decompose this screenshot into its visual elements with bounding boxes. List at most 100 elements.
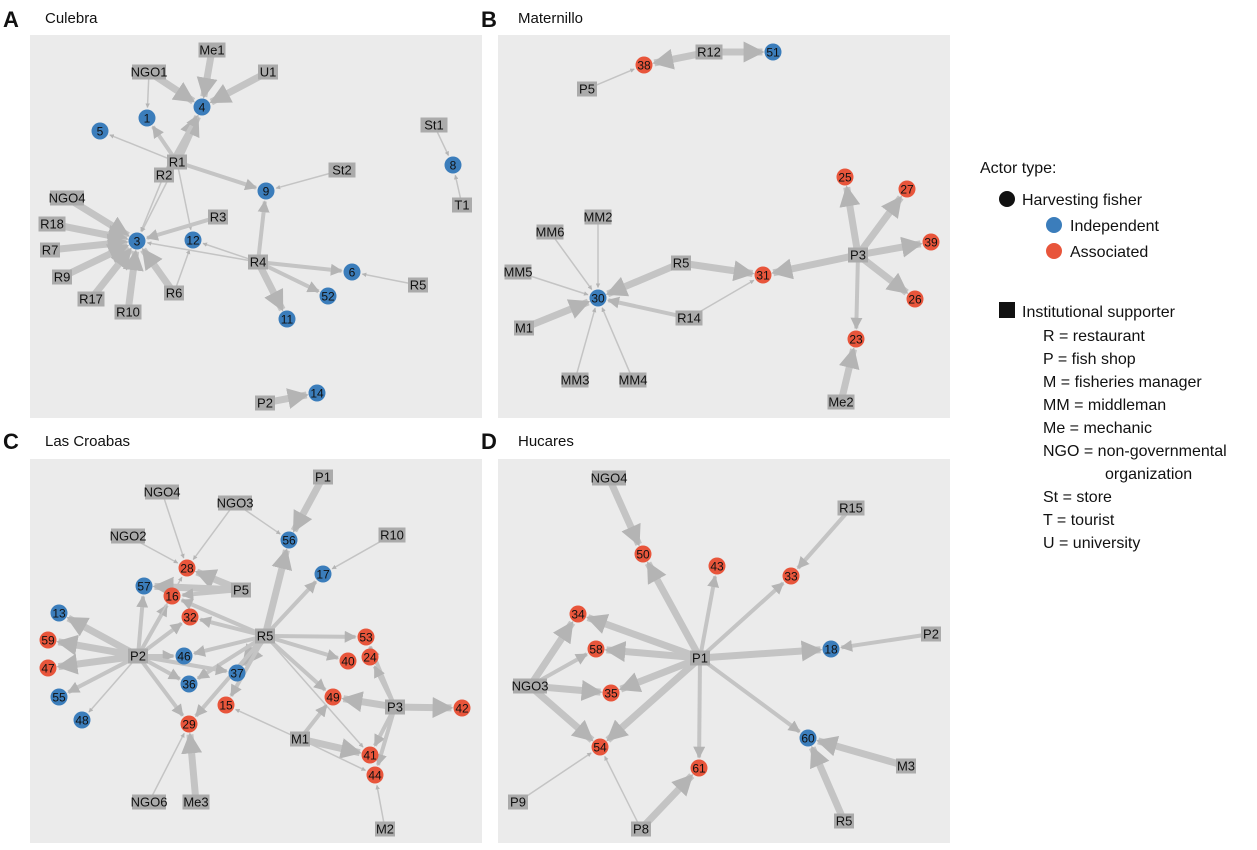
edge-R1-to-1 [151, 125, 176, 159]
edge-Me3-to-29 [181, 732, 203, 797]
edge-MM4-to-30 [601, 307, 632, 375]
legend-code-ngo: NGO = non-governmental [1043, 443, 1227, 460]
node-label: MM3 [561, 373, 590, 388]
node-R12: R12 [695, 44, 723, 60]
independent-fisher-marker [175, 647, 193, 665]
edge-P5-to-28 [194, 568, 237, 591]
supporter-box [592, 470, 626, 486]
supporter-box [837, 500, 865, 516]
edge-P5-to-57 [152, 576, 236, 598]
associated-fisher-marker [569, 605, 587, 623]
independent-fisher-marker [135, 577, 153, 595]
edge-P1-to-33 [703, 581, 785, 656]
legend-code-mechanic: Me = mechanic [1043, 420, 1152, 437]
edge-R5-to-16 [180, 598, 261, 636]
node-R4: R4 [248, 254, 268, 270]
node-St1: St1 [420, 117, 448, 133]
node-47: 47 [39, 659, 57, 677]
node-label: R2 [156, 168, 173, 183]
legend-fisher-label: Harvesting fisher [1022, 192, 1143, 209]
edge-M3-to-60 [816, 735, 902, 768]
node-label: 60 [801, 732, 815, 746]
legend-code-university: U = university [1043, 535, 1140, 552]
node-label: 23 [849, 333, 863, 347]
node-label: 13 [52, 607, 66, 621]
node-label: NGO4 [49, 191, 86, 206]
node-label: R10 [116, 305, 140, 320]
supporter-box [385, 699, 405, 715]
node-label: P5 [579, 82, 595, 97]
node-label: 32 [183, 611, 197, 625]
supporter-box [132, 794, 166, 810]
associated-fisher-marker [591, 738, 609, 756]
node-NGO6: NGO6 [131, 794, 167, 810]
node-label: 18 [824, 643, 838, 657]
node-18: 18 [822, 640, 840, 658]
edge-St2-to-9 [275, 170, 337, 190]
node-P5: P5 [577, 81, 597, 97]
legend-fisher-marker [999, 191, 1015, 207]
edge-P3-to-23 [850, 260, 863, 330]
node-label: 8 [450, 159, 457, 173]
node-label: 58 [589, 643, 603, 657]
node-32: 32 [181, 608, 199, 626]
supporter-box [675, 310, 703, 326]
edge-R5-to-60 [808, 745, 845, 817]
node-Me1: Me1 [198, 42, 226, 58]
edge-R10-to-17 [331, 537, 388, 570]
node-24: 24 [361, 648, 379, 666]
independent-fisher-marker [128, 232, 146, 250]
node-label: R5 [673, 256, 690, 271]
node-St2: St2 [328, 162, 356, 178]
node-label: U1 [260, 65, 277, 80]
node-52: 52 [319, 287, 337, 305]
supporter-box [690, 650, 710, 666]
independent-fisher-marker [308, 384, 326, 402]
edge-R5-to-30 [605, 262, 677, 298]
node-56: 56 [280, 531, 298, 549]
node-label: 59 [41, 634, 55, 648]
edge-R5-to-40 [270, 635, 340, 661]
supporter-box [218, 495, 252, 511]
node-label: R4 [250, 255, 267, 270]
independent-fisher-marker [444, 156, 462, 174]
panel-c-letter: C [3, 429, 19, 454]
edge-P3-to-27 [858, 195, 904, 253]
node-label: P9 [510, 795, 526, 810]
independent-fisher-marker [138, 109, 156, 127]
node-label: 49 [326, 691, 340, 705]
node-3: 3 [128, 232, 146, 250]
node-50: 50 [634, 545, 652, 563]
node-label: M1 [291, 732, 309, 747]
node-label: 46 [177, 650, 191, 664]
node-Me2: Me2 [827, 394, 855, 410]
supporter-box [514, 320, 534, 336]
associated-fisher-marker [708, 557, 726, 575]
node-label: M1 [515, 321, 533, 336]
supporter-box [631, 821, 651, 837]
node-27: 27 [898, 180, 916, 198]
associated-fisher-marker [181, 608, 199, 626]
panel-b-nodes: 38 R12 51 P5 25 27 MM2 MM6 P3 39 R5 31 MM5 30 26 R14 M1 2… [504, 43, 940, 410]
edge-R4-to-11 [257, 265, 286, 312]
node-label: 11 [281, 313, 294, 327]
node-label: P3 [387, 700, 403, 715]
node-label: 53 [359, 631, 373, 645]
node-label: 26 [908, 293, 922, 307]
edge-M2-to-44 [375, 784, 385, 824]
node-R7: R7 [40, 242, 60, 258]
supporter-box [40, 242, 60, 258]
node-label: St2 [332, 163, 352, 178]
node-R9: R9 [52, 269, 72, 285]
node-label: R5 [257, 629, 274, 644]
edge-P1-to-56 [290, 480, 324, 533]
node-P1: P1 [313, 469, 333, 485]
independent-fisher-marker [343, 263, 361, 281]
independent-fisher-marker [193, 98, 211, 116]
edge-R7-to-3 [55, 233, 129, 255]
associated-fisher-marker [898, 180, 916, 198]
node-R1: R1 [167, 154, 187, 170]
node-label: NGO3 [512, 679, 549, 694]
node-R2: R2 [154, 167, 174, 183]
